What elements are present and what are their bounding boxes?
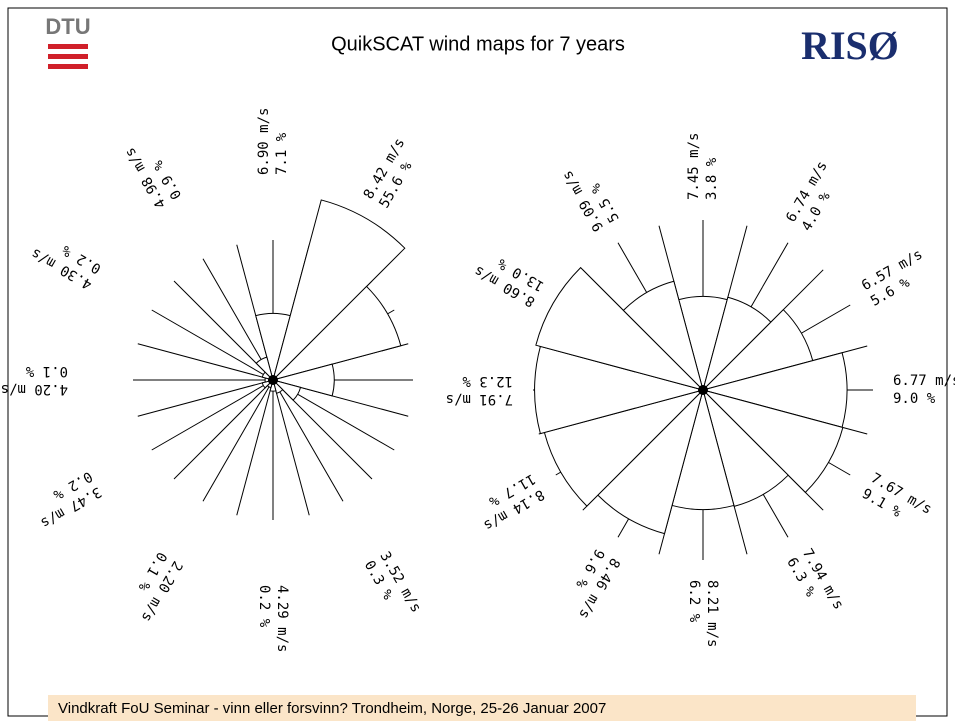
logo-right: RISØ [801,23,899,68]
spoke [236,379,274,516]
speed-label: 4.29 m/s [274,585,290,652]
value-label: 12.3 % [462,373,513,389]
speed-label: 7.45 m/s [686,133,702,200]
sector-label: 8.42 m/s55.6 % [361,136,416,211]
sector-label: 4.29 m/s0.2 % [256,585,290,652]
logo-left: DTU [45,14,90,39]
speed-label: 6.90 m/s [256,108,272,175]
spoke [137,343,274,381]
sector-label: 2.20 m/s0.1 % [134,549,185,624]
spoke [151,309,274,381]
sector-label: 7.67 m/s9.1 % [859,470,934,521]
value-label: 3.8 % [704,157,720,200]
sector-label: 6.90 m/s 7.1 % [256,108,290,175]
rose-wedge [271,379,302,401]
speed-label: 8.21 m/s [704,580,720,647]
rose-wedge [534,345,705,435]
value-label: 9.0 % [893,391,936,407]
speed-label: 4.20 m/s [1,381,68,397]
sector-label: 6.77 m/s 9.0 % [893,373,955,407]
sector-label: 8.46 m/s9.6 % [572,546,623,621]
sector-label: 4.98 m/s0.9 % [122,145,185,211]
value-label: 0.1 % [25,363,68,379]
sector-label: 7.91 m/s 12.3 % [446,373,513,407]
speed-label: 6.77 m/s [893,373,955,389]
value-label: 7.1 % [274,132,290,175]
rose-wedge [269,378,277,392]
rose-center [698,385,708,395]
footer-text: Vindkraft FoU Seminar - vinn eller forsv… [58,700,606,717]
spoke [151,379,274,451]
sector-label: 9.09 m/s5.5 % [560,168,623,234]
rose-wedge [535,266,705,391]
sector-label: 6.74 m/s4.0 % [783,159,834,234]
sector-label: 8.14 m/s11.7 % [481,470,547,533]
rose-wedge [702,388,789,507]
slide-title: QuikSCAT wind maps for 7 years [331,33,625,55]
spoke [173,379,274,480]
rose-wedge [272,199,406,382]
rose-wedge [622,280,704,392]
rose-wedge [543,389,705,507]
spoke [272,379,344,502]
speed-label: 7.91 m/s [446,391,513,407]
spoke [272,379,310,516]
rose-center [268,375,278,385]
rose-wedge [271,285,402,381]
sector-label: 7.94 m/s6.3 % [783,546,846,612]
sector-label: 4.20 m/s 0.1 % [1,363,68,397]
rose-wedge [271,363,335,397]
sector-label: 3.47 m/s0.2 % [38,468,104,531]
footer-bar [48,695,916,721]
spoke [202,379,274,502]
value-label: 6.2 % [686,580,702,623]
sector-label: 4.30 m/s0.2 % [29,241,104,292]
rose-wedge [701,389,844,494]
sector-label: 8.60 m/s13.0 % [472,255,547,310]
value-label: 0.2 % [256,585,272,628]
sector-label: 8.21 m/s6.2 % [686,580,720,647]
rose-wedge [255,356,274,382]
sector-label: 7.45 m/s 3.8 % [686,133,720,200]
logo-stripes [48,44,88,69]
sector-label: 6.57 m/s5.6 % [859,247,925,310]
sector-label: 3.52 m/s0.3 % [361,549,424,615]
spoke [137,379,274,417]
